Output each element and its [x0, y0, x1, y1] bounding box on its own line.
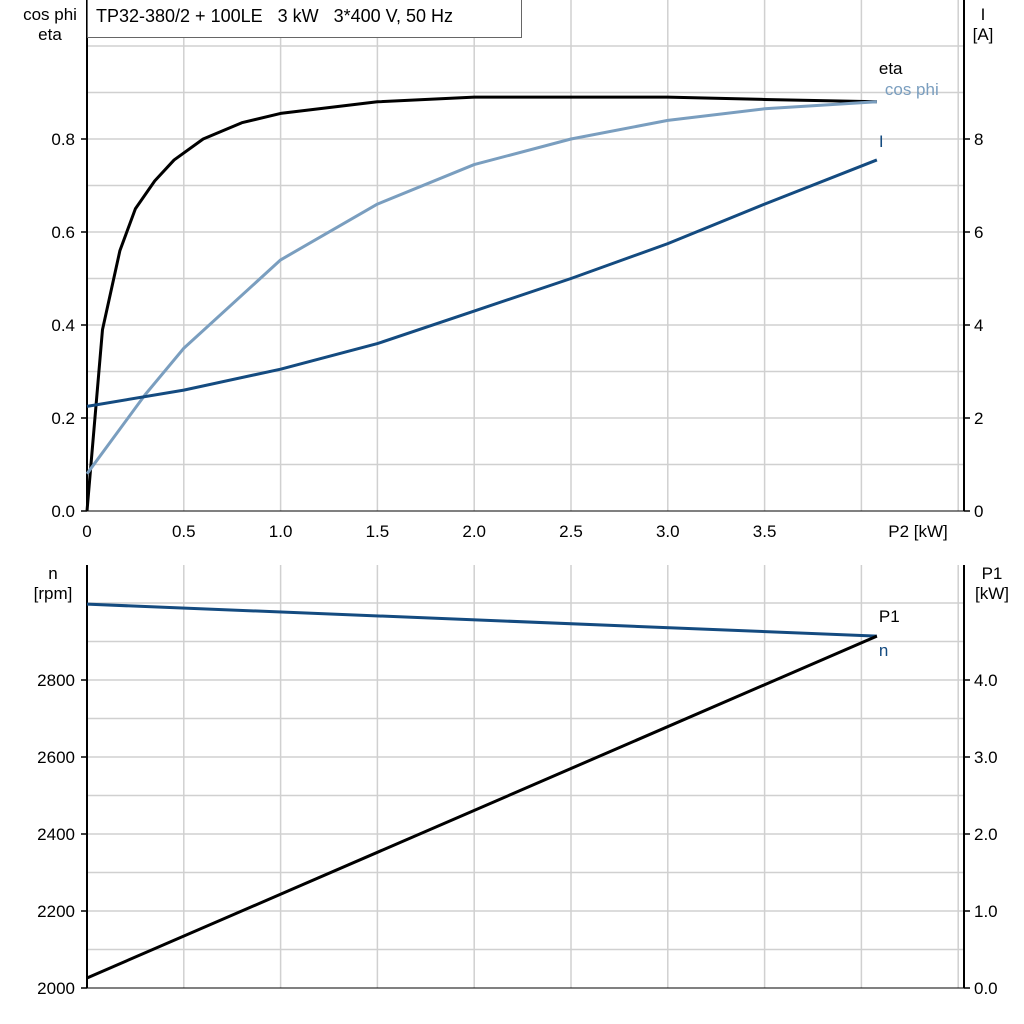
left-tick-label: 0.6 — [51, 223, 75, 242]
right-tick-label: 3.0 — [974, 748, 998, 767]
right-axis-label: P1 — [982, 564, 1003, 583]
chart-title: TP32-380/2 + 100LE 3 kW 3*400 V, 50 Hz — [87, 0, 522, 38]
left-tick-label: 2200 — [37, 902, 75, 921]
x-tick-label: 3.0 — [656, 522, 680, 541]
right-tick-label: 6 — [974, 223, 983, 242]
x-tick-label: 1.5 — [366, 522, 390, 541]
left-tick-label: 2000 — [37, 979, 75, 998]
right-tick-label: 0 — [974, 502, 983, 521]
right-axis-label: [A] — [973, 25, 994, 44]
right-tick-label: 8 — [974, 130, 983, 149]
right-tick-label: 1.0 — [974, 902, 998, 921]
left-tick-label: 0.8 — [51, 130, 75, 149]
right-tick-label: 4 — [974, 316, 983, 335]
series-line-I — [86, 158, 878, 408]
right-tick-label: 2 — [974, 409, 983, 428]
x-tick-label: 3.5 — [753, 522, 777, 541]
series-label-P1: P1 — [879, 607, 900, 626]
x-tick-label: 0 — [82, 522, 91, 541]
left-tick-label: 0.0 — [51, 502, 75, 521]
left-tick-label: 0.2 — [51, 409, 75, 428]
series-line-cos-phi — [85, 100, 877, 475]
x-tick-label: 1.0 — [269, 522, 293, 541]
left-tick-label: 2400 — [37, 825, 75, 844]
right-axis-label: I — [981, 5, 986, 24]
series-line-P1 — [86, 634, 878, 980]
series-label-cos-phi: cos phi — [885, 80, 939, 99]
left-tick-label: 0.4 — [51, 316, 75, 335]
left-tick-label: 2600 — [37, 748, 75, 767]
x-tick-label: 2.0 — [462, 522, 486, 541]
x-axis-label: P2 [kW] — [888, 522, 948, 541]
left-axis-label: eta — [38, 25, 62, 44]
series-label-n: n — [879, 641, 888, 660]
left-axis-label: [rpm] — [34, 584, 73, 603]
left-axis-label: cos phi — [23, 5, 77, 24]
series-line-eta — [85, 95, 877, 512]
right-tick-label: 2.0 — [974, 825, 998, 844]
right-tick-label: 0.0 — [974, 979, 998, 998]
series-line-n — [86, 602, 877, 638]
left-axis-label: n — [48, 564, 57, 583]
right-tick-label: 4.0 — [974, 671, 998, 690]
series-label-I: I — [879, 132, 884, 151]
x-tick-label: 2.5 — [559, 522, 583, 541]
left-tick-label: 2800 — [37, 671, 75, 690]
series-label-eta: eta — [879, 59, 903, 78]
x-tick-label: 0.5 — [172, 522, 196, 541]
right-axis-label: [kW] — [975, 584, 1009, 603]
